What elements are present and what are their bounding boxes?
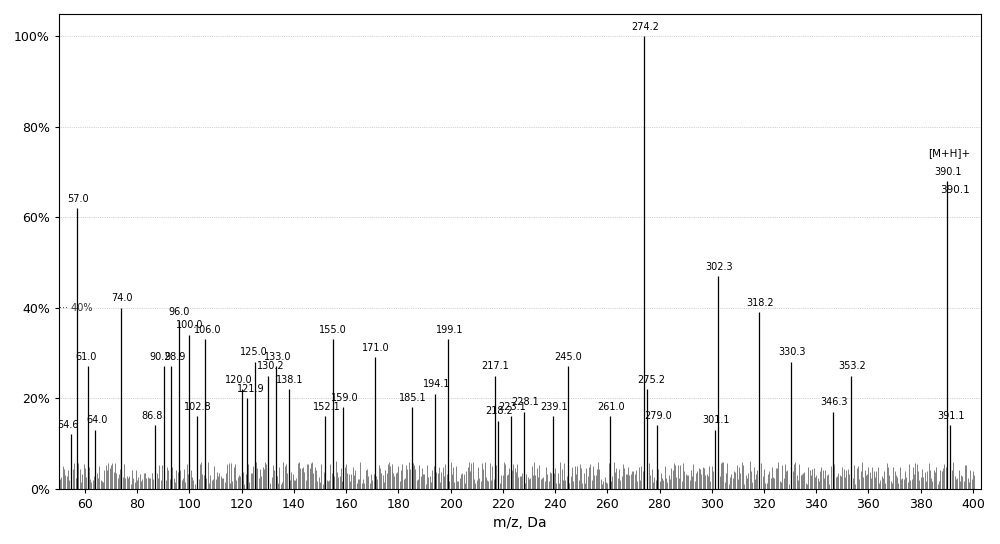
Text: 98.9: 98.9 (164, 352, 185, 362)
Text: 133.0: 133.0 (264, 352, 292, 362)
Text: 90.2: 90.2 (149, 352, 171, 362)
Text: ··· 40%: ··· 40% (59, 302, 93, 313)
Text: 130.2: 130.2 (257, 361, 285, 371)
Text: 330.3: 330.3 (778, 348, 806, 357)
Text: 106.0: 106.0 (194, 325, 221, 335)
Text: 261.0: 261.0 (597, 401, 625, 412)
Text: 275.2: 275.2 (637, 375, 665, 385)
Text: 102.8: 102.8 (184, 401, 212, 412)
Text: 218.2: 218.2 (486, 406, 513, 416)
Text: 61.0: 61.0 (76, 352, 97, 362)
Text: 353.2: 353.2 (838, 361, 866, 371)
Text: 185.1: 185.1 (399, 393, 427, 403)
Text: 390.1: 390.1 (941, 185, 970, 195)
Text: 152.1: 152.1 (313, 401, 341, 412)
Text: 155.0: 155.0 (319, 325, 347, 335)
Text: 57.0: 57.0 (68, 194, 89, 204)
Text: 74.0: 74.0 (111, 293, 132, 303)
Text: 228.1: 228.1 (511, 397, 539, 407)
X-axis label: m/z, Da: m/z, Da (493, 516, 547, 530)
Text: 96.0: 96.0 (168, 307, 190, 317)
Text: 318.2: 318.2 (747, 298, 774, 308)
Text: 125.0: 125.0 (239, 348, 267, 357)
Text: 138.1: 138.1 (276, 375, 304, 385)
Text: 121.9: 121.9 (237, 384, 264, 394)
Text: 194.1: 194.1 (423, 379, 450, 389)
Text: 279.0: 279.0 (644, 411, 672, 421)
Text: 199.1: 199.1 (436, 325, 463, 335)
Text: 100.0: 100.0 (176, 320, 203, 330)
Text: 391.1: 391.1 (937, 411, 965, 421)
Text: 120.0: 120.0 (225, 375, 253, 385)
Text: [M+H]+: [M+H]+ (928, 149, 970, 158)
Text: 302.3: 302.3 (705, 262, 733, 271)
Text: 390.1: 390.1 (935, 166, 962, 177)
Text: 159.0: 159.0 (331, 393, 359, 403)
Text: 301.1: 301.1 (702, 415, 730, 425)
Text: 54.6: 54.6 (57, 420, 79, 430)
Text: 346.3: 346.3 (820, 397, 848, 407)
Text: 223.1: 223.1 (498, 401, 526, 412)
Text: 64.0: 64.0 (86, 415, 107, 425)
Text: 274.2: 274.2 (632, 22, 660, 32)
Text: 171.0: 171.0 (362, 343, 390, 353)
Text: 245.0: 245.0 (554, 352, 582, 362)
Text: 217.1: 217.1 (481, 361, 509, 371)
Text: 239.1: 239.1 (540, 401, 568, 412)
Text: 86.8: 86.8 (142, 411, 163, 421)
